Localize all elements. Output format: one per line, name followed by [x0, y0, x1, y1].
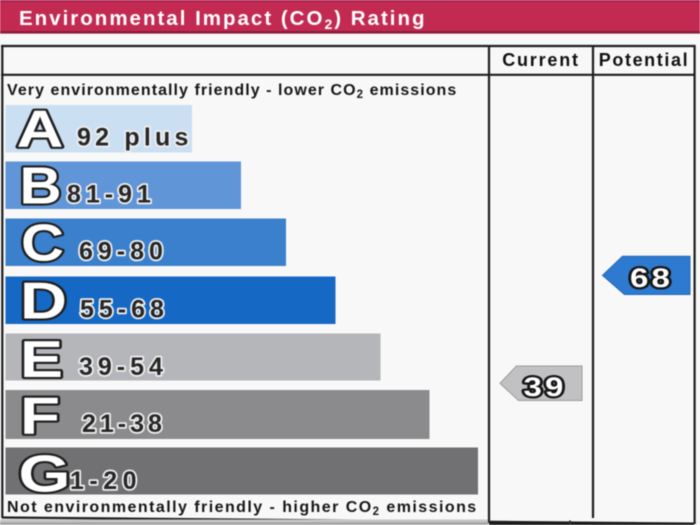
svg-text:21-38: 21-38	[82, 410, 166, 438]
svg-text:F: F	[20, 388, 60, 446]
svg-text:69-80: 69-80	[79, 238, 168, 266]
svg-text:Not environmentally friendly -: Not environmentally friendly - higher CO…	[7, 499, 478, 518]
svg-text:D: D	[20, 273, 67, 331]
svg-text:92 plus: 92 plus	[77, 124, 193, 152]
svg-text:1-20: 1-20	[70, 467, 142, 495]
svg-text:81-91: 81-91	[67, 181, 156, 209]
svg-text:Very environmentally friendly: Very environmentally friendly - lower CO…	[7, 82, 457, 101]
svg-text:68: 68	[630, 263, 673, 293]
svg-text:Potential: Potential	[599, 50, 689, 70]
svg-text:55-68: 55-68	[80, 296, 169, 324]
svg-text:C: C	[21, 215, 64, 273]
svg-text:39: 39	[524, 372, 567, 402]
svg-text:Environmental Impact (CO2) Rat: Environmental Impact (CO2) Rating	[19, 7, 427, 32]
svg-text:B: B	[20, 158, 62, 216]
svg-text:39-54: 39-54	[79, 353, 168, 381]
svg-text:E: E	[20, 331, 63, 389]
svg-text:A: A	[17, 101, 64, 159]
svg-text:Current: Current	[502, 50, 580, 70]
svg-text:G: G	[19, 446, 71, 504]
